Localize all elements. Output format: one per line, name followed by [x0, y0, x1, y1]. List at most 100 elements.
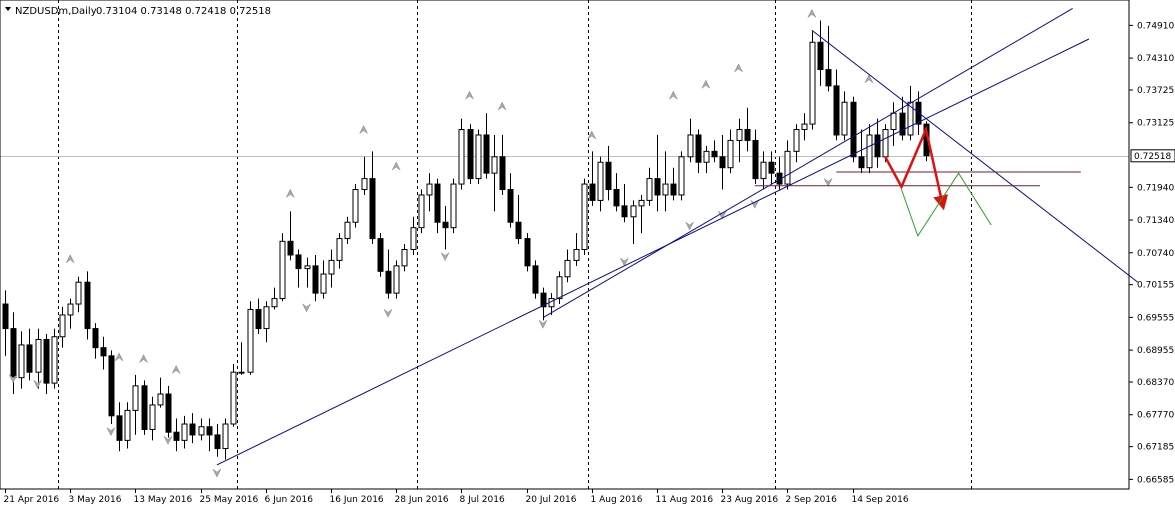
y-tick-label: 0.67770 [1137, 411, 1174, 421]
candle-body-bear [385, 270, 392, 294]
candle-body-bear [295, 254, 302, 270]
candle [361, 156, 368, 195]
candle-body-bear [189, 423, 196, 436]
candle [695, 129, 702, 174]
candle-body-bull [793, 129, 800, 152]
candle [141, 380, 148, 435]
candles [2, 20, 930, 460]
candle [116, 402, 123, 452]
candle [654, 134, 661, 212]
candle-body-bear [255, 308, 262, 330]
candle-body-bear [173, 431, 180, 441]
candle-body-bull [458, 129, 465, 185]
candle [646, 167, 653, 206]
trend-line [811, 29, 1139, 283]
candle [532, 260, 539, 299]
candle-body-bear [2, 303, 9, 330]
x-tick-label: 6 Jun 2016 [265, 495, 314, 505]
candle [703, 145, 710, 174]
candle-body-bull [491, 156, 498, 174]
candle-body-bull [890, 112, 897, 131]
y-tick-label: 0.67185 [1137, 443, 1174, 453]
fractal-down-icon [620, 257, 629, 267]
y-tick-label: 0.73725 [1137, 86, 1174, 96]
candle [540, 287, 547, 321]
candle-body-bull [352, 189, 359, 223]
candle-body-bear [116, 415, 123, 441]
ohlc-readout: 0.73104 0.73148 0.72418 0.72518 [96, 6, 271, 17]
candle-body-bull [181, 423, 188, 441]
y-tick-label: 0.69555 [1137, 313, 1174, 323]
candle [630, 200, 637, 245]
current-price-box [1130, 149, 1175, 163]
fractal-up-icon [171, 364, 181, 374]
y-tick-label: 0.68955 [1137, 346, 1174, 356]
fractal-up-icon [807, 8, 817, 18]
candle [181, 415, 188, 449]
x-tick-label: 20 Jul 2016 [526, 495, 577, 505]
candle-body-bear [214, 434, 221, 450]
y-tick-label: 0.70740 [1137, 249, 1174, 259]
fractal-down-icon [538, 320, 548, 329]
candle-body-bull [703, 150, 710, 163]
candle-body-bear [467, 129, 474, 180]
fractal-down-icon [163, 436, 173, 445]
candle-body-bear [825, 69, 832, 87]
candle-body-bull [450, 183, 457, 229]
current-price-label: 0.72518 [1134, 152, 1171, 162]
candle-body-bear [507, 189, 514, 223]
candle-body-bull [866, 134, 873, 169]
candle-body-bull [393, 265, 400, 294]
candle [165, 385, 172, 438]
candle [744, 107, 751, 152]
x-tick-label: 3 May 2016 [69, 495, 122, 505]
fractal-up-icon [359, 124, 368, 134]
fractal-up-icon [669, 90, 678, 100]
y-tick-label: 0.71340 [1137, 216, 1174, 226]
candle [393, 260, 400, 299]
candle-body-bull [581, 183, 588, 250]
candle-body-bear [100, 347, 107, 357]
trend-lines [216, 8, 1139, 466]
candle-body-bull [59, 314, 66, 338]
candle-body-bear [483, 134, 490, 174]
candle-body-bear [850, 101, 857, 158]
dropdown-triangle-icon[interactable] [5, 7, 11, 11]
candle-body-bull [882, 129, 889, 158]
candle [866, 124, 873, 174]
candle [801, 113, 808, 141]
y-tick-label: 0.68370 [1137, 378, 1174, 388]
candle [247, 301, 254, 375]
candle-body-bull [556, 276, 563, 300]
fractal-down-icon [106, 427, 116, 437]
candle [670, 167, 677, 201]
candle [26, 328, 33, 381]
candle-body-bull [727, 139, 734, 169]
candle [377, 233, 384, 277]
candle-body-bull [271, 298, 278, 308]
candle-body-bull [320, 273, 327, 294]
candle-body-bull [328, 259, 335, 275]
candle-body-bull [410, 227, 417, 251]
candle [736, 118, 743, 163]
candle [67, 298, 74, 329]
candle [556, 271, 563, 305]
candle [817, 20, 824, 86]
x-tick-label: 23 Aug 2016 [721, 495, 779, 505]
candle-body-bull [597, 161, 604, 201]
candle [149, 396, 156, 441]
candle [173, 418, 180, 452]
candle [825, 25, 832, 92]
candle [467, 124, 474, 185]
candle-body-bull [662, 183, 669, 196]
candle [287, 211, 294, 261]
fractals [8, 8, 874, 478]
candle-body-bear [43, 338, 50, 384]
candle-body-bear [613, 189, 620, 207]
candle [385, 249, 392, 299]
candle-body-bear [92, 328, 99, 349]
candle-body-bull [809, 41, 816, 125]
candle-body-bear [515, 221, 522, 240]
fractal-up-icon [587, 130, 597, 140]
candle [621, 184, 628, 223]
